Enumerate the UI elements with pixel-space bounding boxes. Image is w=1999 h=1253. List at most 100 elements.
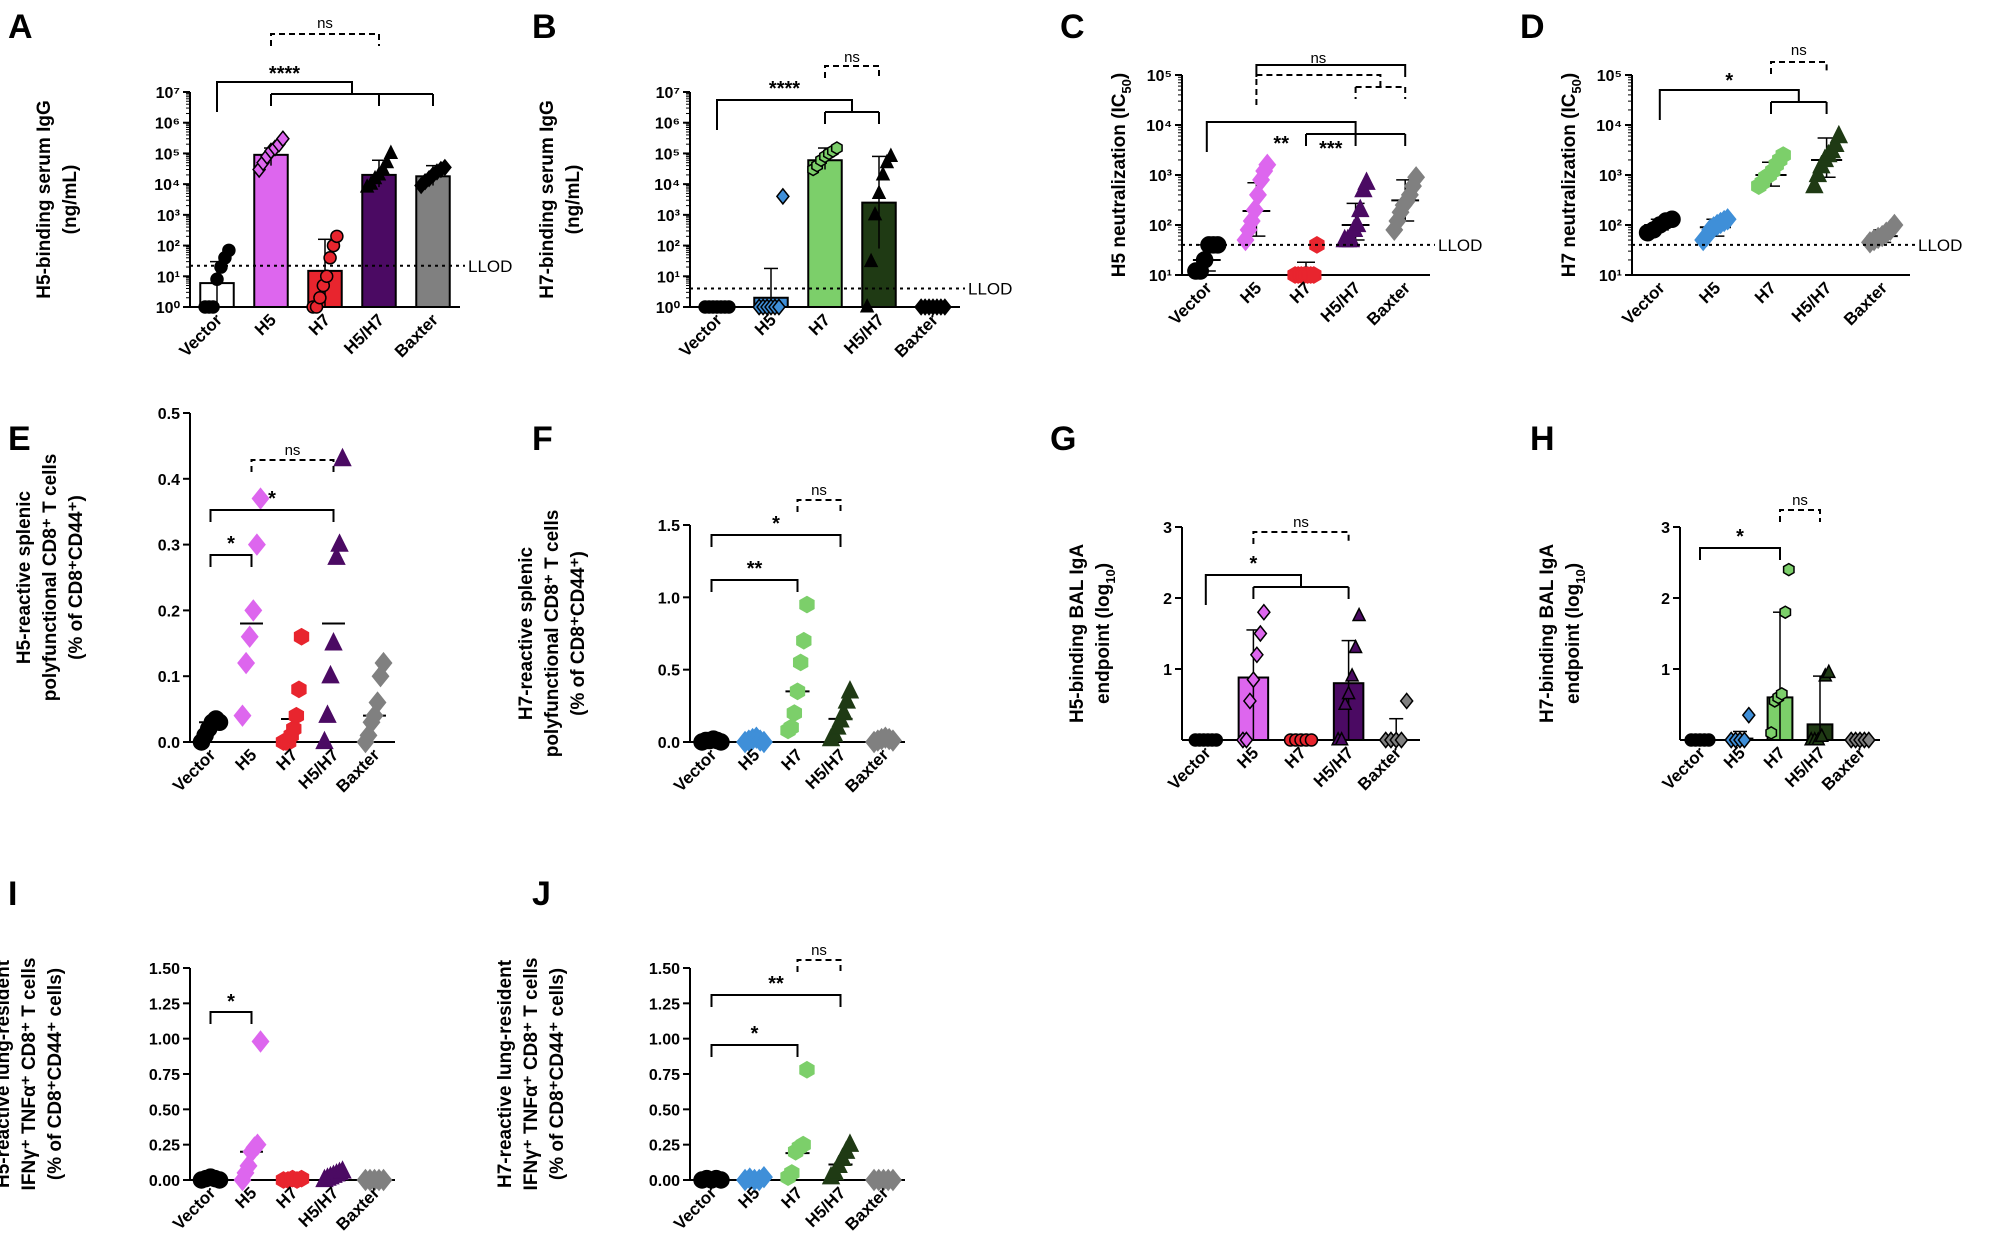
data-point	[1663, 210, 1681, 229]
y-tick-label: 0.50	[149, 1102, 180, 1119]
data-point	[324, 632, 343, 651]
x-tick-label: H5/H7	[1788, 278, 1836, 326]
y-axis-label: H5-reactive lung-resident IFNγ⁺ TNFα⁺ CD8…	[0, 958, 66, 1191]
bracket	[209, 509, 335, 522]
data-point	[784, 1164, 800, 1182]
data-point	[1775, 686, 1788, 701]
y-label-line: endpoint (log10)	[1093, 563, 1118, 704]
data-point	[275, 130, 290, 148]
bracket-group	[1252, 586, 1350, 599]
x-tick-label-wrap: Vector	[169, 1183, 219, 1233]
bracket-group	[270, 93, 434, 106]
data-point	[1347, 213, 1367, 233]
bracket	[1255, 64, 1407, 77]
x-tick-label-wrap: Baxter	[1840, 278, 1891, 329]
data-point	[210, 713, 229, 732]
data-point	[1808, 163, 1828, 183]
data-point	[830, 141, 843, 155]
x-tick-label-wrap: H5/H7	[802, 1183, 850, 1231]
y-tick-label: 10³	[657, 208, 680, 225]
y-label-line: H7-reactive lung-resident	[495, 959, 516, 1188]
x-tick-label-wrap: Baxter	[1354, 743, 1405, 794]
data-point	[1351, 198, 1370, 218]
data-point	[883, 147, 899, 162]
data-point	[1741, 706, 1756, 724]
bracket	[796, 959, 842, 972]
x-tick-label-wrap: Vector	[176, 310, 226, 360]
x-tick-label-wrap: Baxter	[332, 745, 383, 796]
data-point	[251, 1030, 270, 1053]
x-tick-label-wrap: H5/H7	[1310, 743, 1358, 791]
x-tick-label-wrap: H5/H7	[802, 745, 850, 793]
x-tick-label-wrap: Vector	[676, 310, 726, 360]
bar	[415, 175, 451, 308]
x-tick-label: H7	[778, 1183, 807, 1212]
y-tick-label: 1	[1163, 662, 1172, 679]
data-point	[792, 653, 809, 672]
data-point	[771, 298, 786, 316]
data-point	[1775, 146, 1791, 164]
y-label-line: IFNγ⁺ TNFα⁺ CD8⁺ T cells	[19, 958, 40, 1191]
panel-letter: J	[532, 875, 551, 913]
data-point	[330, 229, 344, 244]
bracket-group	[1354, 86, 1407, 99]
data-point	[1334, 731, 1349, 746]
y-tick-label: 10²	[1599, 218, 1622, 235]
data-point	[374, 1168, 393, 1192]
x-tick-label-wrap: H5	[232, 745, 261, 774]
data-point	[871, 184, 887, 199]
data-point	[883, 1168, 902, 1192]
y-tick-label: 1.00	[649, 1032, 680, 1049]
y-tick-label: 10⁰	[156, 300, 181, 317]
data-point	[775, 187, 790, 206]
x-tick-label: H5/H7	[802, 1183, 850, 1231]
bracket	[1252, 531, 1350, 544]
y-tick-label: 0.2	[158, 603, 180, 620]
data-point	[712, 733, 730, 751]
significance-label: *	[1736, 526, 1744, 548]
x-tick-label: H5	[251, 310, 280, 339]
y-axis-label: H5-binding BAL IgA endpoint (log10)	[1067, 544, 1118, 723]
y-tick-label: 1.5	[658, 518, 680, 535]
data-point	[795, 1135, 811, 1154]
significance-label: ns	[811, 942, 827, 959]
bracket	[1255, 74, 1382, 105]
x-tick-label: Baxter	[332, 745, 383, 796]
panel-letter: E	[8, 420, 31, 458]
y-label-line: H7-reactive splenic	[516, 546, 537, 720]
panel-f: F 0.0 0.5 1.0 1.5 H7-reactive splenic polyfunc…	[516, 420, 905, 796]
data-point	[1357, 171, 1376, 190]
y-label-line: (% of CD8⁺CD44⁺ cells)	[547, 968, 568, 1180]
y-tick-label: 10²	[1149, 218, 1172, 235]
y-label-text: H5 neutralization (IC50)	[1109, 73, 1134, 277]
data-point	[1341, 228, 1361, 248]
data-point	[840, 1133, 860, 1152]
llod-label: LLOD	[1438, 236, 1482, 255]
x-tick-label-wrap: Baxter	[841, 745, 892, 796]
x-tick-label: Vector	[1659, 743, 1709, 793]
y-label-line: polyfunctional CD8⁺ T cells	[40, 454, 61, 702]
y-tick-label: 0.50	[649, 1102, 680, 1119]
panel-letter: G	[1050, 420, 1076, 458]
x-tick-label: H5/H7	[1317, 278, 1365, 326]
bracket	[216, 81, 353, 112]
data-point	[796, 631, 812, 650]
y-tick-label: 2	[1163, 591, 1172, 608]
bar	[253, 153, 289, 308]
y-tick-label: 10⁴	[1596, 118, 1622, 135]
x-tick-label-wrap: H5	[1695, 278, 1724, 307]
bracket	[710, 534, 842, 547]
data-point	[883, 729, 902, 752]
x-tick-label: H5/H7	[340, 310, 388, 358]
x-tick-label: Vector	[670, 745, 720, 795]
x-tick-label: H5	[1236, 278, 1265, 307]
data-point	[333, 1160, 352, 1179]
y-axis-label: H7 neutralization (IC50)	[1559, 73, 1584, 277]
bracket-group	[824, 111, 880, 124]
x-tick-label-wrap: H5	[1233, 743, 1262, 772]
llod-label: LLOD	[968, 280, 1012, 299]
y-tick-label: 1.0	[658, 590, 680, 607]
y-tick-label: 0.4	[158, 472, 180, 489]
bracket	[1779, 509, 1821, 522]
